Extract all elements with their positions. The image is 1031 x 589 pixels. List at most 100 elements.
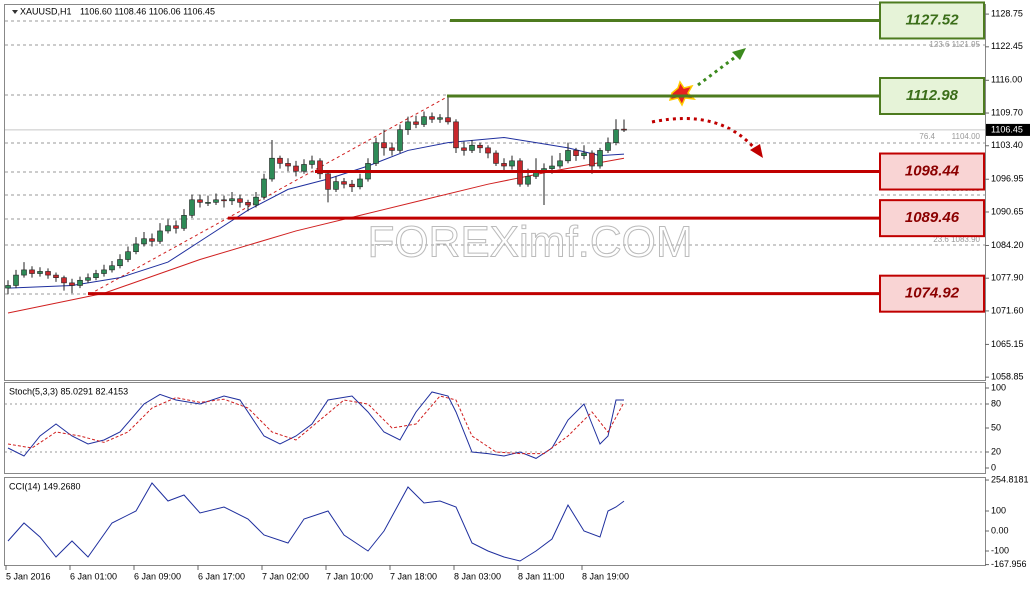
candle-body — [269, 157, 275, 180]
y-tick-label: 0.00 — [991, 525, 1009, 535]
candle-body — [557, 160, 563, 167]
chart-title: XAUUSD,H1 — [20, 6, 72, 16]
candle-body — [37, 271, 43, 274]
indicator-line — [7, 482, 625, 562]
candle-body — [349, 183, 355, 188]
fib-label: 1104.00 — [952, 132, 981, 141]
x-tick-label: 8 Jan 03:00 — [454, 571, 501, 581]
fib-label: 23.6 1083.90 — [933, 235, 980, 244]
stoch-pane — [4, 382, 986, 474]
candle-body — [133, 243, 139, 253]
candle-body — [437, 117, 443, 120]
candle-body — [109, 265, 115, 271]
candle-body — [173, 225, 179, 229]
x-tick-label: 6 Jan 01:00 — [70, 571, 117, 581]
candle-body — [181, 215, 187, 229]
candle-body — [277, 157, 283, 164]
level-box — [879, 76, 985, 115]
y-tick-label: 1071.60 — [991, 305, 1024, 315]
candle-body — [285, 163, 291, 167]
level-label: 1098.44 — [905, 162, 960, 179]
candle-body — [477, 144, 483, 149]
level-box — [879, 1, 985, 40]
candle-body — [69, 282, 75, 286]
pane-title: CCI(14) 149.2680 — [9, 481, 81, 491]
y-tick-label: 80 — [991, 398, 1001, 408]
candle-body — [293, 165, 299, 172]
candle-body — [421, 116, 427, 125]
y-tick-label: 254.8181 — [991, 474, 1029, 484]
candle-body — [93, 273, 99, 278]
indicator-line — [7, 391, 624, 459]
x-tick-label: 6 Jan 17:00 — [198, 571, 245, 581]
candle-body — [461, 147, 467, 151]
candle-body — [85, 277, 91, 281]
candle-body — [413, 121, 419, 125]
y-tick-label: -167.956 — [991, 559, 1027, 569]
menu-triangle — [12, 10, 18, 14]
y-tick-label: 1109.70 — [991, 107, 1023, 117]
y-tick-label: 1103.40 — [991, 140, 1023, 150]
candle-body — [325, 173, 331, 190]
level-box — [879, 152, 985, 191]
fib-label: 76.4 — [919, 132, 935, 141]
y-tick-label: 50 — [991, 422, 1001, 432]
candle-body — [253, 196, 259, 206]
x-tick-label: 5 Jan 2016 — [6, 571, 51, 581]
candle-body — [5, 285, 11, 289]
x-tick-label: 7 Jan 02:00 — [262, 571, 309, 581]
x-tick-label: 8 Jan 19:00 — [582, 571, 629, 581]
candle-body — [381, 142, 387, 149]
candle-body — [77, 279, 83, 286]
candle-body — [373, 142, 379, 164]
level-label: 1112.98 — [906, 87, 959, 104]
candle-body — [429, 116, 435, 120]
y-tick-label: 1084.20 — [991, 240, 1024, 250]
candle-body — [205, 202, 211, 204]
y-tick-label: 1116.00 — [991, 75, 1022, 85]
candle-body — [565, 150, 571, 162]
candle-body — [45, 271, 51, 276]
candle-body — [549, 165, 555, 169]
candle-body — [21, 269, 27, 276]
y-tick-label: 1065.15 — [991, 339, 1024, 349]
x-tick-label: 6 Jan 09:00 — [134, 571, 181, 581]
candle-body — [341, 181, 347, 185]
price-pane — [4, 4, 986, 381]
candle-body — [149, 238, 155, 242]
candle-body — [613, 129, 619, 143]
candle-body — [525, 176, 531, 185]
candle-body — [485, 147, 491, 154]
y-tick-label: 0 — [991, 462, 996, 472]
candle-body — [573, 150, 579, 156]
x-tick-label: 7 Jan 18:00 — [390, 571, 437, 581]
candle-body — [493, 152, 499, 164]
candle-body — [589, 152, 595, 167]
candle-body — [621, 128, 627, 131]
candle-body — [333, 181, 339, 190]
pane-title: Stoch(5,3,3) 85.0291 82.4153 — [9, 386, 128, 396]
y-tick-label: 20 — [991, 446, 1001, 456]
watermark: FOREXimf.COM — [367, 218, 692, 267]
candle-body — [357, 178, 363, 188]
candle-body — [405, 121, 411, 130]
candle-body — [317, 160, 323, 175]
indicator-line — [7, 395, 625, 455]
level-box — [879, 274, 985, 313]
fib-label: 123.6 1121.95 — [929, 40, 980, 49]
candle-body — [53, 274, 59, 278]
candle-body — [29, 269, 35, 274]
candle-body — [117, 259, 123, 267]
arrows — [651, 48, 763, 158]
indicator-line — [7, 157, 625, 314]
y-tick-label: 1096.95 — [991, 174, 1024, 184]
candle-body — [197, 199, 203, 203]
y-tick-label: 1128.75 — [991, 8, 1023, 18]
candle-body — [237, 198, 243, 203]
candle-body — [61, 277, 67, 284]
y-tick-label: 1122.45 — [991, 41, 1023, 51]
candle-body — [141, 238, 147, 245]
y-tick-label: 1077.90 — [991, 273, 1024, 283]
candle-body — [509, 160, 515, 167]
